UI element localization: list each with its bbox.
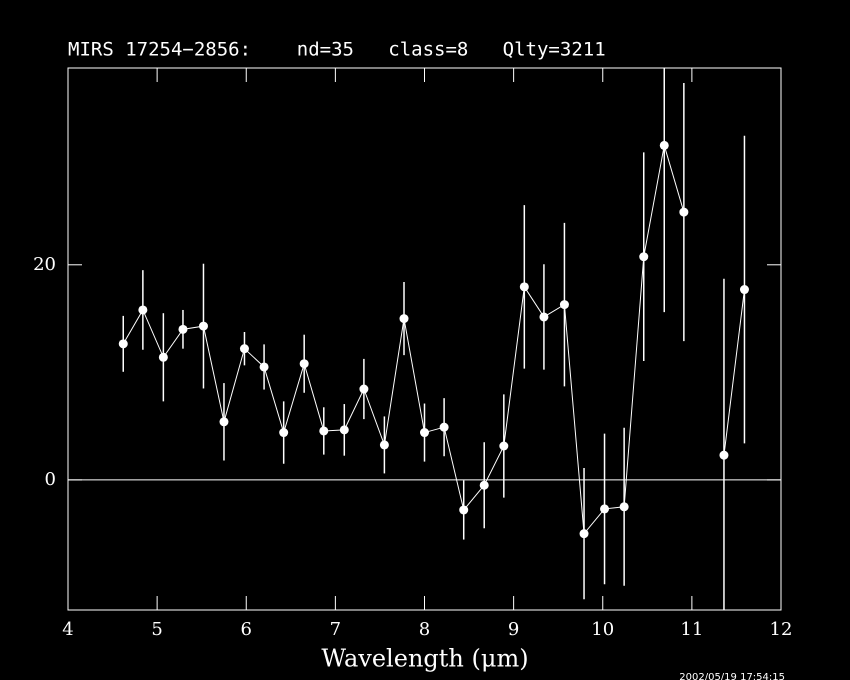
- chart-title: MIRS 17254−2856: nd=35 class=8 Qlty=3211: [68, 39, 606, 61]
- data-point: [158, 352, 168, 362]
- data-point: [339, 425, 349, 435]
- data-point: [459, 505, 469, 515]
- timestamp: 2002/05/19 17:54:15: [679, 672, 785, 680]
- data-point: [600, 504, 610, 514]
- data-point: [118, 339, 128, 349]
- data-point: [138, 305, 148, 315]
- data-point: [399, 314, 409, 324]
- data-point: [659, 140, 669, 150]
- data-point: [719, 450, 729, 460]
- x-tick-label: 11: [680, 619, 703, 640]
- x-axis-label: Wavelength (μm): [321, 645, 528, 673]
- data-point: [619, 502, 629, 512]
- x-tick-label: 9: [508, 619, 519, 640]
- data-point: [739, 285, 749, 295]
- data-point: [219, 417, 229, 427]
- data-point: [579, 529, 589, 539]
- x-tick-label: 4: [62, 619, 73, 640]
- x-tick-label: 7: [330, 619, 341, 640]
- data-point: [178, 324, 188, 334]
- data-point: [499, 441, 509, 451]
- x-tick-label: 6: [241, 619, 252, 640]
- data-point: [559, 300, 569, 310]
- data-point: [279, 428, 289, 438]
- data-point: [479, 480, 489, 490]
- y-tick-label: 0: [45, 469, 56, 490]
- data-point: [198, 321, 208, 331]
- data-point: [379, 440, 389, 450]
- data-point: [519, 282, 529, 292]
- data-point: [679, 207, 689, 217]
- data-point: [319, 426, 329, 436]
- x-tick-label: 8: [419, 619, 430, 640]
- x-tick-label: 5: [151, 619, 162, 640]
- data-point: [299, 359, 309, 369]
- data-point: [359, 384, 369, 394]
- data-point: [239, 344, 249, 354]
- data-point: [439, 422, 449, 432]
- x-tick-label: 12: [770, 619, 793, 640]
- data-point: [639, 252, 649, 262]
- x-tick-label: 10: [591, 619, 614, 640]
- data-point: [420, 428, 429, 438]
- data-point: [539, 312, 549, 322]
- data-point: [259, 362, 269, 372]
- y-tick-label: 20: [33, 254, 56, 275]
